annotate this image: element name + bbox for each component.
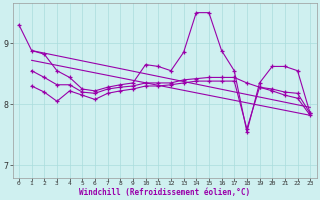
X-axis label: Windchill (Refroidissement éolien,°C): Windchill (Refroidissement éolien,°C) (79, 188, 250, 197)
